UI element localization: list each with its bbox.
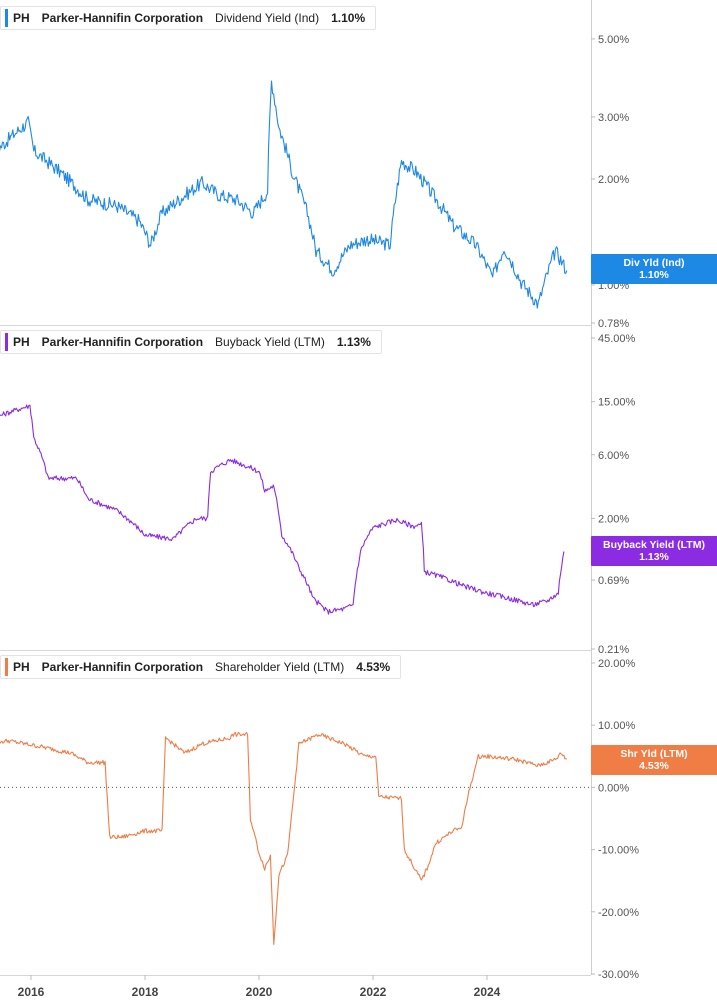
y-tick-label: 3.00% [598, 112, 629, 124]
series-color-swatch [5, 658, 8, 676]
y-tick-label: -20.00% [598, 907, 639, 919]
legend-ticker: PH [13, 11, 30, 25]
tag-value: 1.13% [639, 551, 669, 563]
y-tick-label: 0.00% [598, 782, 629, 794]
x-tick-label: 2018 [132, 985, 159, 999]
y-tick-label: 20.00% [598, 658, 636, 670]
tag-value: 1.10% [639, 269, 669, 281]
series-color-swatch [5, 9, 8, 27]
legend-metric: Buyback Yield (LTM) [215, 335, 325, 349]
x-tick-label: 2016 [18, 985, 45, 999]
y-tick-label: 0.69% [598, 575, 629, 587]
tag-label: Shr Yld (LTM) [620, 748, 688, 760]
y-tick-label: -10.00% [598, 845, 639, 857]
legend-value: 1.13% [336, 335, 371, 349]
y-tick-label: 15.00% [598, 397, 636, 409]
legend-value: 1.10% [331, 11, 366, 25]
y-tick-label: 0.21% [598, 644, 629, 656]
y-tick-label: 5.00% [598, 34, 629, 46]
legend-metric: Dividend Yield (Ind) [215, 11, 320, 25]
current-value-tag-buyback: Buyback Yield (LTM) 1.13% [591, 536, 717, 566]
current-value-tag-dividend: Div Yld (Ind) 1.10% [591, 254, 717, 284]
legend-ticker: PH [13, 660, 30, 674]
x-tick-label: 2020 [246, 985, 273, 999]
y-tick-label: 2.00% [598, 174, 629, 186]
y-tick-label: 6.00% [598, 450, 629, 462]
x-tick-label: 2022 [360, 985, 387, 999]
legend-dividend-yield[interactable]: PH Parker-Hannifin Corporation Dividend … [0, 6, 377, 30]
series-line [0, 731, 568, 945]
legend-value: 4.53% [356, 660, 391, 674]
series-color-swatch [5, 333, 8, 351]
series-line [0, 80, 568, 309]
current-value-tag-shareholder: Shr Yld (LTM) 4.53% [591, 745, 717, 775]
y-tick-label: 0.78% [598, 318, 629, 330]
legend-ticker: PH [13, 335, 30, 349]
x-tick-label: 2024 [474, 985, 501, 999]
y-tick-label: 10.00% [598, 720, 636, 732]
y-tick-label: 45.00% [598, 333, 636, 345]
tag-label: Div Yld (Ind) [623, 257, 685, 269]
series-line [0, 404, 565, 615]
tag-label: Buyback Yield (LTM) [603, 539, 705, 551]
y-tick-label: -30.00% [598, 969, 639, 981]
legend-company: Parker-Hannifin Corporation [41, 335, 204, 349]
legend-shareholder-yield[interactable]: PH Parker-Hannifin Corporation Sharehold… [0, 655, 402, 679]
legend-buyback-yield[interactable]: PH Parker-Hannifin Corporation Buyback Y… [0, 330, 382, 354]
tag-value: 4.53% [639, 760, 669, 772]
legend-company: Parker-Hannifin Corporation [41, 11, 204, 25]
legend-metric: Shareholder Yield (LTM) [215, 660, 345, 674]
y-tick-label: 2.00% [598, 513, 629, 525]
legend-company: Parker-Hannifin Corporation [41, 660, 204, 674]
